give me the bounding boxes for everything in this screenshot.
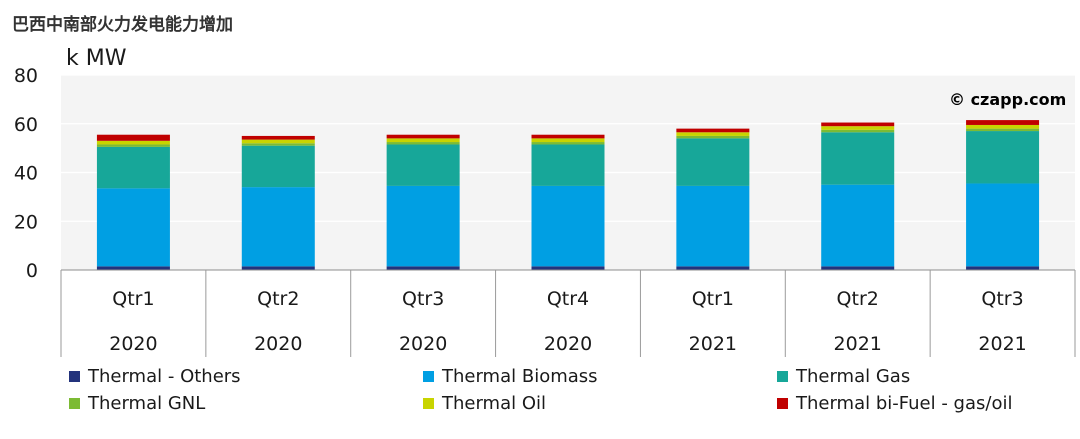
x-tick-label-quarter: Qtr2	[837, 288, 879, 310]
bar-segment	[676, 138, 750, 186]
watermark: © czapp.com	[949, 90, 1067, 109]
legend-item: Thermal - Others	[69, 366, 241, 387]
legend-swatch	[777, 371, 788, 382]
x-tick-label-quarter: Qtr2	[257, 288, 299, 310]
bar-segment	[241, 135, 315, 140]
legend-item: Thermal bi-Fuel - gas/oil	[777, 393, 1012, 414]
x-tick-label-quarter: Qtr1	[112, 288, 154, 310]
x-tick-label-year: 2021	[834, 333, 882, 355]
legend-label: Thermal Biomass	[442, 366, 598, 387]
legend-swatch	[69, 398, 80, 409]
y-tick-label: 80	[14, 65, 38, 87]
bar-segment	[966, 266, 1040, 270]
legend-label: Thermal bi-Fuel - gas/oil	[796, 393, 1013, 414]
bar-segment	[241, 187, 315, 267]
bar-segment	[676, 135, 750, 139]
bar-segment	[821, 129, 895, 133]
bar-segment	[966, 128, 1040, 132]
bar-segment	[966, 183, 1040, 267]
bar-segment	[241, 145, 315, 188]
legend-item: Thermal Biomass	[423, 366, 598, 387]
bar-segment	[821, 132, 895, 185]
bar-segment	[531, 134, 605, 139]
bar-segment	[386, 266, 460, 270]
bar-segment	[241, 266, 315, 270]
bar-segment	[386, 138, 460, 143]
bar-segment	[96, 146, 170, 189]
bar-segment	[531, 138, 605, 143]
bar-segment	[386, 142, 460, 145]
legend-label: Thermal Gas	[796, 366, 911, 387]
bar-segment	[96, 140, 170, 145]
bar-segment	[676, 132, 750, 136]
bar-segment	[241, 143, 315, 146]
y-tick-label: 0	[26, 260, 38, 282]
legend-label: Thermal Oil	[442, 393, 547, 414]
chart-title: 巴西中南部火力发电能力增加	[12, 15, 233, 35]
bar-segment	[821, 266, 895, 270]
bar-segment	[676, 128, 750, 133]
legend-swatch	[69, 371, 80, 382]
x-tick-label-quarter: Qtr3	[981, 288, 1023, 310]
bar-segment	[96, 266, 170, 270]
bar-segment	[531, 142, 605, 145]
y-tick-label: 40	[14, 163, 38, 185]
legend-item: Thermal Oil	[423, 393, 546, 414]
y-tick-label: 60	[14, 114, 38, 136]
bar-segment	[821, 184, 895, 267]
bar-segment	[531, 144, 605, 186]
bar-segment	[96, 144, 170, 147]
bar-segment	[386, 134, 460, 139]
legend-item: Thermal GNL	[69, 393, 205, 414]
x-tick-label-quarter: Qtr1	[692, 288, 734, 310]
legend-item: Thermal Gas	[777, 366, 910, 387]
bar-segment	[386, 144, 460, 186]
x-tick-label-year: 2020	[544, 333, 592, 355]
bar-segment	[96, 134, 170, 141]
bar-segment	[676, 185, 750, 267]
bar-segment	[241, 139, 315, 144]
bar-segment	[966, 131, 1040, 184]
x-tick-label-quarter: Qtr3	[402, 288, 444, 310]
y-axis-unit-label: k MW	[66, 46, 127, 71]
legend-swatch	[423, 371, 434, 382]
x-tick-label-quarter: Qtr4	[547, 288, 589, 310]
bar-segment	[531, 266, 605, 270]
x-tick-label-year: 2021	[689, 333, 737, 355]
bar-segment	[821, 126, 895, 130]
bar-segment	[966, 124, 1040, 129]
x-tick-label-year: 2021	[978, 333, 1026, 355]
x-tick-label-year: 2020	[109, 333, 157, 355]
legend-swatch	[423, 398, 434, 409]
y-tick-label: 20	[14, 211, 38, 233]
bar-segment	[96, 188, 170, 267]
legend-swatch	[777, 398, 788, 409]
x-tick-label-year: 2020	[254, 333, 302, 355]
bar-segment	[676, 266, 750, 270]
legend-label: Thermal GNL	[88, 393, 206, 414]
bar-segment	[966, 120, 1040, 125]
x-tick-label-year: 2020	[399, 333, 447, 355]
legend-label: Thermal - Others	[88, 366, 241, 387]
bar-segment	[386, 185, 460, 267]
bar-segment	[821, 122, 895, 127]
bar-segment	[531, 185, 605, 267]
